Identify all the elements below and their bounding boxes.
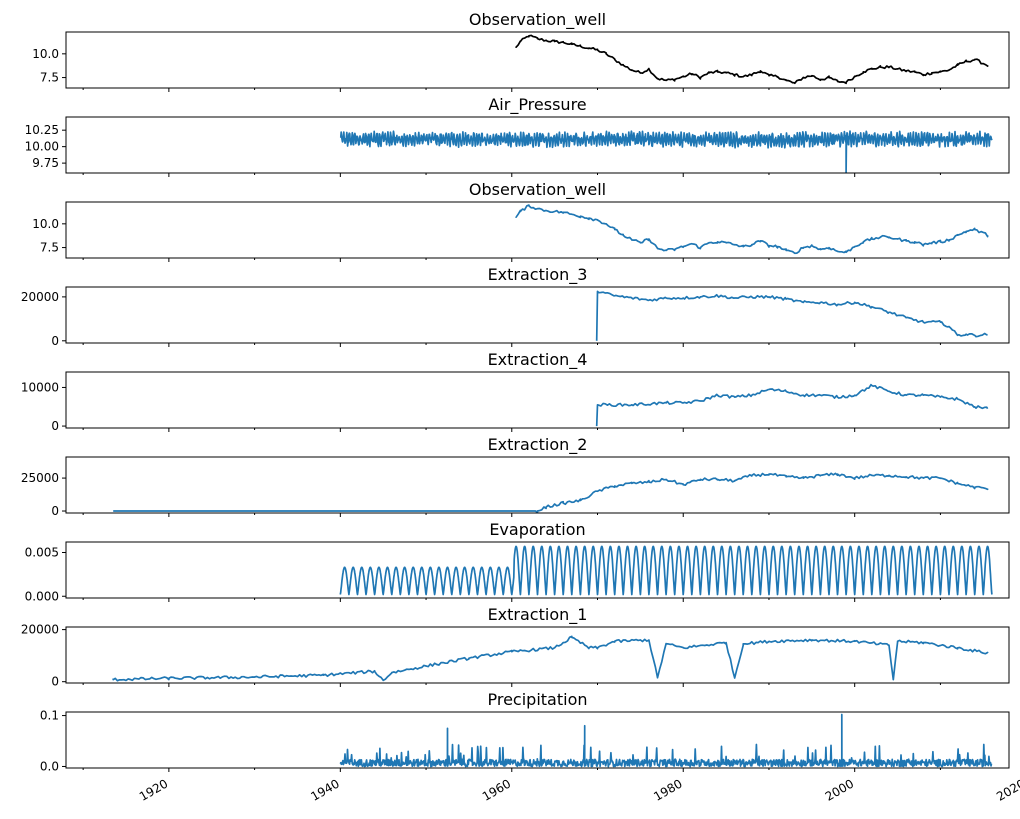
axes-frame [65,116,1010,174]
series-line [339,130,993,173]
panel-title: Observation_well [469,180,606,200]
y-tick-label: 0.0 [40,759,59,773]
series-line [515,34,989,85]
y-tick-label: 0.005 [25,546,59,560]
y-tick-label: 10.00 [25,140,59,154]
panel-title: Extraction_1 [488,605,588,625]
y-tick-label: 0 [51,675,59,689]
y-tick-label: 10.0 [32,217,59,231]
axes-frame [65,286,1010,344]
y-tick-label: 20000 [21,623,59,637]
panel-1: Observation_well 7.5 10.0 [32,10,1010,92]
series-line [113,472,989,513]
y-tick-label: 10.25 [25,123,59,137]
x-tick-label: 2000 [823,776,856,803]
panel-4: Extraction_3 0 20000 [21,265,1010,348]
series-line [595,290,988,341]
y-tick-label: 0 [51,334,59,348]
panel-7: Evaporation 0.000 0.005 [25,520,1010,603]
series-line [595,383,989,427]
x-tick-label: 2020 [994,776,1020,803]
series-line [339,713,993,768]
panel-3: Observation_well 7.5 10.0 [32,180,1010,262]
y-tick-label: 20000 [21,290,59,304]
panel-title: Evaporation [489,520,585,539]
panel-title: Extraction_3 [488,265,588,285]
panel-2: Air_Pressure 9.75 10.00 10.25 [25,95,1010,177]
axes-frame [65,201,1010,259]
y-tick-label: 25000 [21,471,59,485]
x-tick-label: 1940 [308,776,341,803]
y-tick-label: 0 [51,419,59,433]
panel-title: Observation_well [469,10,606,30]
y-tick-label: 10.0 [32,47,59,61]
panel-title: Precipitation [487,690,587,709]
x-tick-label: 1980 [651,776,684,803]
panel-title: Extraction_4 [488,350,588,370]
axes-frame [65,456,1010,514]
axes-frame [65,711,1010,769]
panel-title: Air_Pressure [488,95,586,115]
panel-6: Extraction_2 0 25000 [21,435,1010,518]
y-tick-label: 0.1 [40,709,59,723]
y-tick-label: 0 [51,504,59,518]
axes-frame [65,31,1010,89]
y-tick-label: 7.5 [40,241,59,255]
axes-frame [65,371,1010,429]
axes-frame [65,541,1010,599]
x-tick-label: 1960 [480,776,513,803]
y-tick-label: 9.75 [32,156,59,170]
x-tick-label: 1920 [137,776,170,803]
panel-5: Extraction_4 0 10000 [21,350,1010,433]
y-tick-label: 0.000 [25,589,59,603]
panel-title: Extraction_2 [488,435,588,455]
y-tick-label: 10000 [21,380,59,394]
y-tick-label: 7.5 [40,71,59,85]
axes-frame [65,626,1010,684]
panel-8: Extraction_1 0 20000 [21,605,1010,689]
series-line [339,545,993,596]
series-line [112,635,989,682]
series-line [515,204,989,255]
panel-9: Precipitation 0.0 0.1 1920 1940 1960 1980 2000 2… [40,690,1020,804]
